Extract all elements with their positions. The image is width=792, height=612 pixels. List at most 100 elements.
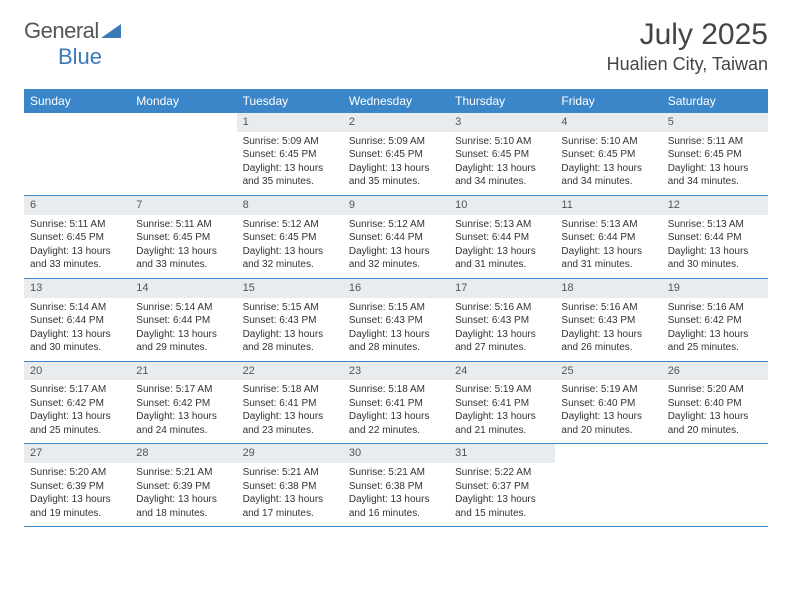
calendar-week-row: 20 Sunrise: 5:17 AMSunset: 6:42 PM Dayligh… [24,361,768,444]
day-body: Sunrise: 5:12 AMSunset: 6:44 PMDaylight:… [343,215,449,278]
day-number: 13 [24,279,130,298]
day-number: 29 [237,444,343,463]
sunset-line: Sunset: 6:40 PM [668,397,762,411]
day-body: Sunrise: 5:20 AMSunset: 6:40 PMDaylight:… [662,380,768,443]
logo-triangle-icon [101,18,121,44]
day-body [555,463,661,525]
daylight-line: Daylight: 13 hours and 31 minutes. [561,245,655,272]
day-header: Thursday [449,90,555,113]
calendar-cell: 20Sunrise: 5:17 AMSunset: 6:42 PMDayligh… [24,361,130,444]
sunset-line: Sunset: 6:39 PM [136,480,230,494]
calendar-cell: 11Sunrise: 5:13 AMSunset: 6:44 PMDayligh… [555,195,661,278]
daylight-line: Daylight: 13 hours and 31 minutes. [455,245,549,272]
calendar-week-row: 1Sunrise: 5:09 AMSunset: 6:45 PMDaylight… [24,113,768,196]
sunset-line: Sunset: 6:41 PM [243,397,337,411]
calendar-cell: 4Sunrise: 5:10 AMSunset: 6:45 PMDaylight… [555,113,661,196]
calendar-cell: 29Sunrise: 5:21 AMSunset: 6:38 PMDayligh… [237,444,343,527]
sunrise-line: Sunrise: 5:10 AM [455,135,549,149]
day-number [662,444,768,463]
sunset-line: Sunset: 6:44 PM [668,231,762,245]
page-header: GeneralBlue July 2025 Hualien City, Taiw… [24,18,768,75]
day-number: 20 [24,362,130,381]
logo-text-blue: Blue [58,44,102,69]
daylight-line: Daylight: 13 hours and 20 minutes. [561,410,655,437]
daylight-line: Daylight: 13 hours and 35 minutes. [349,162,443,189]
day-header: Friday [555,90,661,113]
sunrise-line: Sunrise: 5:14 AM [136,301,230,315]
day-body: Sunrise: 5:21 AMSunset: 6:39 PMDaylight:… [130,463,236,526]
day-number: 22 [237,362,343,381]
location-text: Hualien City, Taiwan [607,54,768,75]
day-number: 6 [24,196,130,215]
sunrise-line: Sunrise: 5:10 AM [561,135,655,149]
day-body: Sunrise: 5:14 AMSunset: 6:44 PMDaylight:… [130,298,236,361]
day-body: Sunrise: 5:11 AMSunset: 6:45 PMDaylight:… [662,132,768,195]
calendar-cell: 7Sunrise: 5:11 AMSunset: 6:45 PMDaylight… [130,195,236,278]
day-body: Sunrise: 5:09 AMSunset: 6:45 PMDaylight:… [237,132,343,195]
calendar-cell: 23Sunrise: 5:18 AMSunset: 6:41 PMDayligh… [343,361,449,444]
day-body: Sunrise: 5:22 AMSunset: 6:37 PMDaylight:… [449,463,555,526]
day-number [555,444,661,463]
day-number: 23 [343,362,449,381]
calendar-cell: 19Sunrise: 5:16 AMSunset: 6:42 PMDayligh… [662,278,768,361]
day-body: Sunrise: 5:16 AMSunset: 6:43 PMDaylight:… [449,298,555,361]
sunset-line: Sunset: 6:45 PM [668,148,762,162]
day-body: Sunrise: 5:13 AMSunset: 6:44 PMDaylight:… [449,215,555,278]
sunrise-line: Sunrise: 5:18 AM [349,383,443,397]
sunrise-line: Sunrise: 5:11 AM [30,218,124,232]
day-number [130,113,236,132]
sunset-line: Sunset: 6:44 PM [455,231,549,245]
calendar-cell: 21Sunrise: 5:17 AMSunset: 6:42 PMDayligh… [130,361,236,444]
calendar-cell: 31Sunrise: 5:22 AMSunset: 6:37 PMDayligh… [449,444,555,527]
calendar-cell: 5Sunrise: 5:11 AMSunset: 6:45 PMDaylight… [662,113,768,196]
day-header: Monday [130,90,236,113]
daylight-line: Daylight: 13 hours and 23 minutes. [243,410,337,437]
daylight-line: Daylight: 13 hours and 25 minutes. [30,410,124,437]
calendar-cell: 15Sunrise: 5:15 AMSunset: 6:43 PMDayligh… [237,278,343,361]
daylight-line: Daylight: 13 hours and 34 minutes. [561,162,655,189]
day-body: Sunrise: 5:21 AMSunset: 6:38 PMDaylight:… [343,463,449,526]
calendar-body: 1Sunrise: 5:09 AMSunset: 6:45 PMDaylight… [24,113,768,527]
sunrise-line: Sunrise: 5:11 AM [668,135,762,149]
day-number: 2 [343,113,449,132]
sunrise-line: Sunrise: 5:21 AM [349,466,443,480]
day-header-row: SundayMondayTuesdayWednesdayThursdayFrid… [24,90,768,113]
sunset-line: Sunset: 6:44 PM [30,314,124,328]
sunset-line: Sunset: 6:45 PM [455,148,549,162]
sunrise-line: Sunrise: 5:17 AM [136,383,230,397]
calendar-cell: 9Sunrise: 5:12 AMSunset: 6:44 PMDaylight… [343,195,449,278]
day-number [24,113,130,132]
daylight-line: Daylight: 13 hours and 16 minutes. [349,493,443,520]
sunset-line: Sunset: 6:45 PM [243,231,337,245]
sunset-line: Sunset: 6:43 PM [349,314,443,328]
sunset-line: Sunset: 6:41 PM [455,397,549,411]
sunrise-line: Sunrise: 5:13 AM [455,218,549,232]
calendar-week-row: 27Sunrise: 5:20 AMSunset: 6:39 PMDayligh… [24,444,768,527]
day-body: Sunrise: 5:13 AMSunset: 6:44 PMDaylight:… [662,215,768,278]
day-body: Sunrise: 5:10 AMSunset: 6:45 PMDaylight:… [555,132,661,195]
day-header: Wednesday [343,90,449,113]
daylight-line: Daylight: 13 hours and 35 minutes. [243,162,337,189]
daylight-line: Daylight: 13 hours and 27 minutes. [455,328,549,355]
day-number: 24 [449,362,555,381]
calendar-cell: 10Sunrise: 5:13 AMSunset: 6:44 PMDayligh… [449,195,555,278]
sunrise-line: Sunrise: 5:18 AM [243,383,337,397]
day-body: Sunrise: 5:15 AMSunset: 6:43 PMDaylight:… [343,298,449,361]
calendar-table: SundayMondayTuesdayWednesdayThursdayFrid… [24,89,768,527]
calendar-cell: 14Sunrise: 5:14 AMSunset: 6:44 PMDayligh… [130,278,236,361]
daylight-line: Daylight: 13 hours and 30 minutes. [30,328,124,355]
sunrise-line: Sunrise: 5:12 AM [349,218,443,232]
day-body: Sunrise: 5:21 AMSunset: 6:38 PMDaylight:… [237,463,343,526]
daylight-line: Daylight: 13 hours and 32 minutes. [349,245,443,272]
day-number: 27 [24,444,130,463]
sunset-line: Sunset: 6:43 PM [243,314,337,328]
day-body [130,132,236,194]
day-body: Sunrise: 5:18 AMSunset: 6:41 PMDaylight:… [237,380,343,443]
day-number: 7 [130,196,236,215]
calendar-cell [662,444,768,527]
calendar-cell: 12Sunrise: 5:13 AMSunset: 6:44 PMDayligh… [662,195,768,278]
sunrise-line: Sunrise: 5:16 AM [561,301,655,315]
daylight-line: Daylight: 13 hours and 21 minutes. [455,410,549,437]
sunset-line: Sunset: 6:45 PM [243,148,337,162]
sunset-line: Sunset: 6:42 PM [136,397,230,411]
